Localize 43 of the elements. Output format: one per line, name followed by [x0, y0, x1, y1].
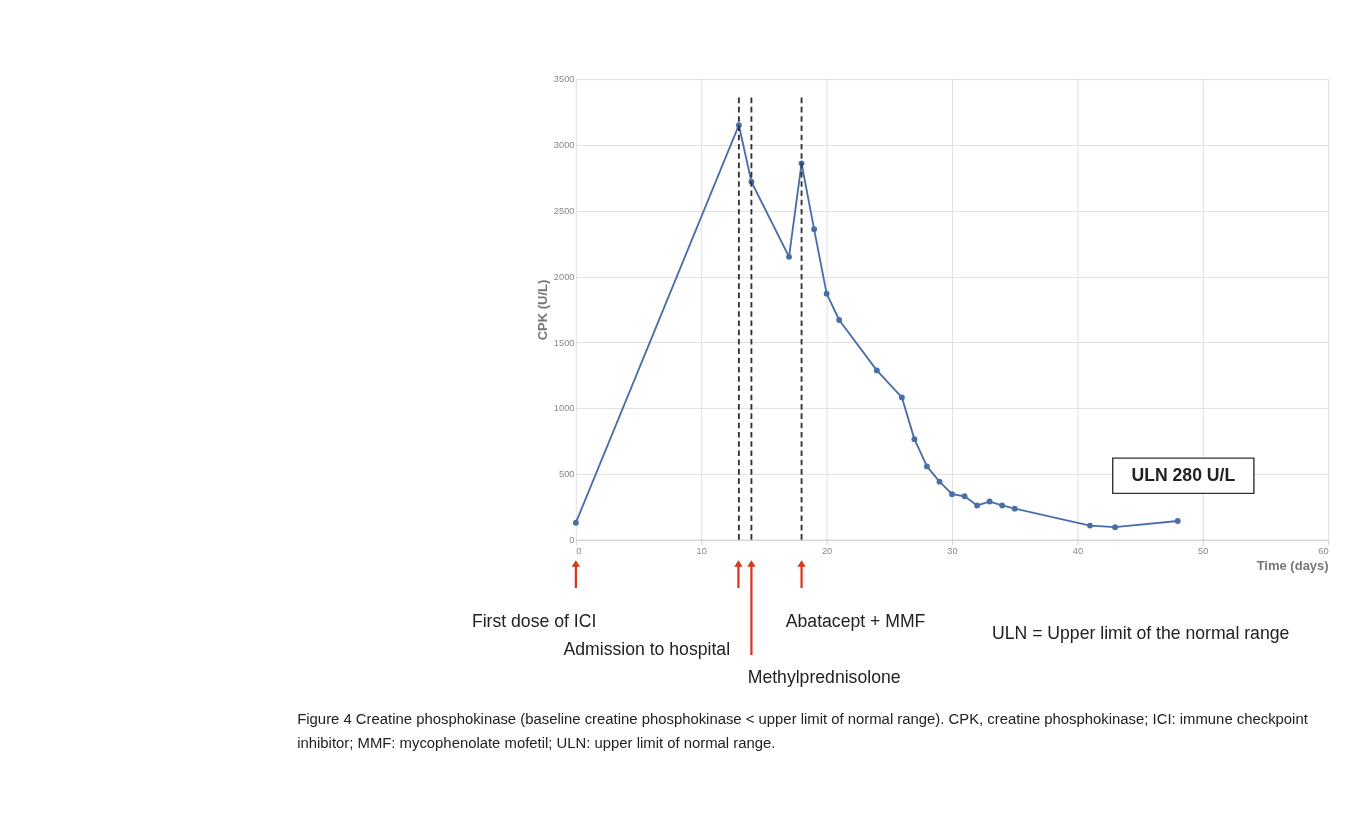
point: [911, 436, 918, 443]
y-axis-title: CPK (U/L): [535, 279, 551, 341]
point: [961, 493, 968, 500]
text: Admission to hospital: [563, 639, 731, 659]
y-tick-label: 1000: [553, 403, 575, 414]
point: [873, 367, 880, 374]
text: Methylprednisolone: [747, 666, 901, 687]
point: [898, 394, 905, 401]
y-tick-label: 2500: [553, 206, 575, 217]
point: [974, 502, 981, 509]
x-tick-label: 50: [1198, 546, 1209, 557]
point: [936, 478, 943, 485]
point: [811, 226, 818, 233]
y-tick-label: 500: [559, 469, 575, 480]
point: [786, 253, 792, 260]
point: [1087, 522, 1093, 529]
x-axis-title: Time (days): [1256, 558, 1329, 574]
x-tick-label: 20: [821, 546, 833, 557]
annotation: ULN 280 U/L: [1131, 465, 1236, 486]
x-tick-label: 0: [576, 546, 582, 557]
point: [1174, 518, 1181, 524]
x-tick-label: 60: [1318, 546, 1329, 557]
point: [572, 519, 579, 526]
point: [986, 498, 993, 505]
y-tick-label: 0: [569, 535, 575, 546]
point: [823, 290, 830, 297]
text: ULN = Upper limit of the normal range: [991, 623, 1290, 644]
text: Abatacept + MMF: [785, 611, 926, 632]
y-tick-label: 2000: [553, 271, 575, 282]
y-tick-label: 3000: [553, 140, 575, 151]
point: [1011, 505, 1018, 512]
point: [999, 502, 1006, 509]
caption: Figure 4 Creatine phosphokinase (baseline creatine phosphokinase < upper limit of normal range). CPK, creatine phosphokinase; ICI: immune checkpoint inhibitor; MMF: mycophenolate mofetil; ULN: upper limit of normal range.: [297, 710, 1309, 751]
x-tick-label: 10: [696, 546, 707, 557]
y-tick-label: 1500: [553, 337, 575, 348]
point: [924, 463, 930, 470]
text: First dose of ICI: [471, 611, 597, 632]
point: [949, 491, 955, 498]
x-tick-label: 40: [1072, 546, 1084, 557]
x-tick-label: 30: [947, 546, 958, 557]
point: [1112, 524, 1118, 531]
point: [836, 317, 843, 323]
y-tick-label: 3500: [553, 74, 575, 85]
